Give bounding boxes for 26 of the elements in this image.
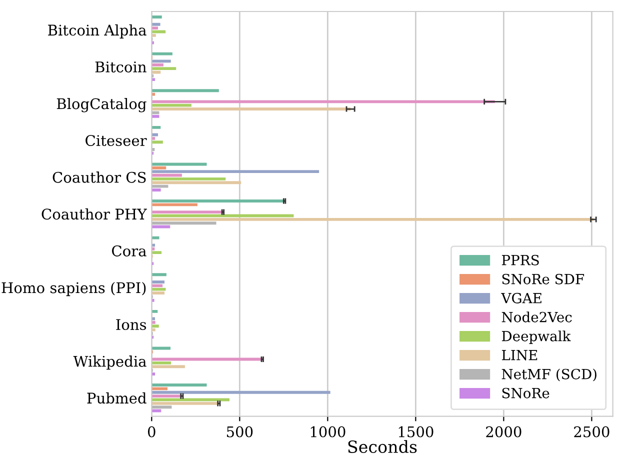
legend-label: NetMF (SCD)	[502, 368, 596, 382]
legend-label: PPRS	[502, 254, 539, 266]
x-tick-label: 500	[226, 426, 253, 438]
y-tick-label: Coauthor CS	[52, 172, 146, 183]
legend-label: SNoRe	[502, 388, 550, 398]
x-axis-title: Seconds	[348, 440, 417, 454]
y-tick-label: Wikipedia	[73, 356, 146, 370]
y-tick-label: Pubmed	[87, 392, 146, 404]
y-tick-label: Homo sapiens (PPI)	[2, 282, 146, 296]
y-tick-label: Coauthor PHY	[42, 208, 147, 220]
x-tick-label: 2000	[486, 426, 522, 438]
legend-label: Deepwalk	[502, 330, 571, 344]
x-tick-label: 0	[148, 426, 156, 438]
y-tick-label: Bitcoin	[95, 62, 146, 72]
y-tick-label: Citeseer	[86, 135, 147, 146]
x-tick-label: 1500	[398, 426, 434, 438]
x-tick-label: 1000	[310, 426, 346, 438]
legend-label: LINE	[502, 350, 538, 360]
y-tick-label: Cora	[112, 245, 146, 256]
x-tick-label: 2500	[574, 426, 610, 438]
legend-label: Node2Vec	[502, 312, 572, 322]
legend-label: VGAE	[501, 292, 542, 304]
y-tick-label: Bitcoin Alpha	[48, 24, 146, 38]
y-tick-label: BlogCatalog	[56, 98, 146, 112]
legend-label: SNoRe SDF	[502, 274, 584, 284]
y-tick-label: Ions	[116, 319, 146, 330]
